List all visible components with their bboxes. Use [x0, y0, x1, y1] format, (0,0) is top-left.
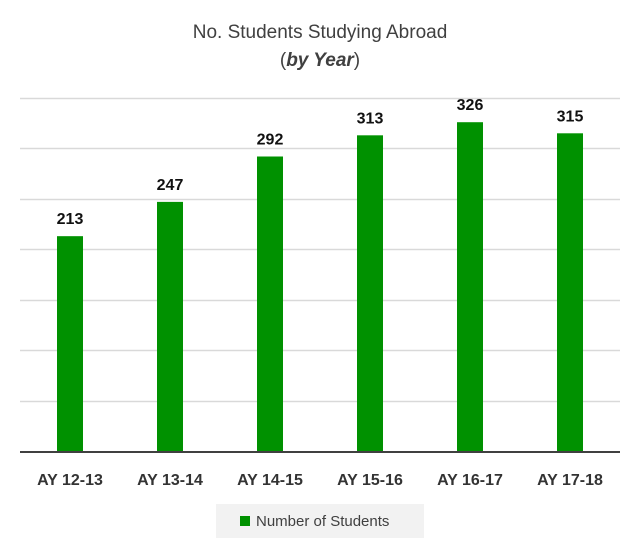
legend-swatch — [240, 516, 250, 526]
bar-ay-15-16 — [357, 135, 383, 451]
data-label: 292 — [257, 131, 284, 148]
bar-ay-16-17 — [457, 122, 483, 451]
data-label: 313 — [357, 110, 384, 127]
data-label: 315 — [557, 108, 584, 125]
gridlines — [20, 97, 620, 403]
chart-subtitle-prefix: ( — [280, 50, 287, 71]
legend-label: Number of Students — [256, 513, 389, 530]
bars — [57, 122, 583, 452]
bar-ay-12-13 — [57, 236, 83, 451]
bar-ay-13-14 — [157, 201, 183, 451]
x-tick-label: AY 12-13 — [37, 472, 103, 489]
chart-subtitle: (by Year) — [280, 50, 360, 71]
legend: Number of Students — [216, 504, 424, 538]
chart-subtitle-suffix: ) — [354, 50, 360, 71]
data-label: 326 — [457, 97, 484, 114]
x-tick-label: AY 16-17 — [437, 472, 503, 489]
x-tick-label: AY 15-16 — [337, 472, 403, 489]
x-tick-label: AY 17-18 — [537, 472, 603, 489]
x-tick-label: AY 13-14 — [137, 472, 203, 489]
data-label: 213 — [57, 211, 84, 228]
data-labels: 213 247 292 313 326 315 — [57, 97, 584, 228]
data-label: 247 — [157, 177, 184, 194]
x-tick-labels: AY 12-13 AY 13-14 AY 14-15 AY 15-16 AY 16-17… — [37, 472, 603, 489]
chart-title: No. Students Studying Abroad — [193, 22, 448, 43]
x-tick-label: AY 14-15 — [237, 472, 303, 489]
bar-ay-14-15 — [257, 156, 283, 452]
chart-subtitle-emphasis: by Year — [286, 50, 355, 71]
bar-ay-17-18 — [557, 133, 583, 452]
legend-box — [216, 504, 424, 538]
